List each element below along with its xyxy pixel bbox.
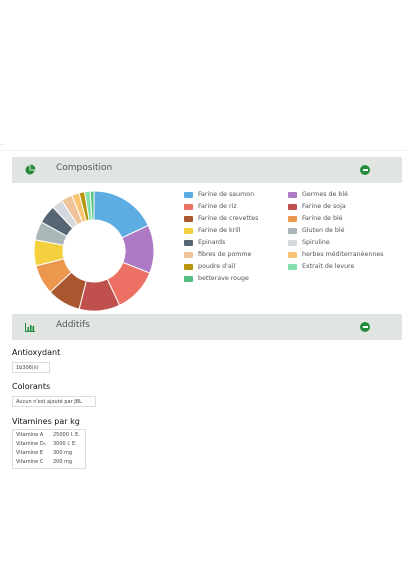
legend-label: Farine de krill — [198, 227, 241, 234]
colorants-value: Aucun n'est ajouté par JBL — [16, 399, 82, 405]
legend-swatch — [184, 204, 193, 210]
vitamines-title: Vitamines par kg — [12, 417, 80, 426]
collapse-icon[interactable] — [360, 165, 370, 175]
legend-swatch — [288, 192, 297, 198]
legend-label: Germes de blé — [302, 191, 349, 198]
vitamin-value: 3000 I. E. — [53, 441, 77, 447]
legend-swatch — [288, 264, 297, 270]
legend-label: poudre d'ail — [198, 263, 236, 270]
composition-donut-chart — [33, 190, 155, 312]
legend-swatch — [184, 228, 193, 234]
legend-label: herbes méditerranéennes — [302, 251, 384, 258]
collapse-icon[interactable] — [360, 322, 370, 332]
legend-swatch — [184, 264, 193, 270]
vitamin-value: 25000 I. E. — [53, 432, 80, 438]
vitamines-table: Vitamine A 25000 I. E. Vitamine D₃ 3000 … — [12, 429, 86, 469]
additifs-header[interactable]: Additifs — [12, 314, 402, 340]
antioxydant-value-box: 1b306(ii) — [12, 362, 50, 373]
vitamin-value: 200 mg — [53, 459, 73, 465]
legend-swatch — [288, 240, 297, 246]
composition-title: Composition — [56, 163, 113, 173]
legend-swatch — [288, 228, 297, 234]
legend-swatch — [288, 252, 297, 258]
legend-label: Farine de blé — [302, 215, 343, 222]
legend-label: Extrait de levure — [302, 263, 355, 270]
legend-swatch — [184, 276, 193, 282]
antioxydant-title: Antioxydant — [12, 348, 61, 357]
vitamin-name: Vitamine E — [16, 450, 43, 456]
legend-swatch — [184, 216, 193, 222]
donut-slice-betterave-rouge[interactable] — [89, 190, 95, 221]
colorants-value-box: Aucun n'est ajouté par JBL — [12, 396, 96, 407]
composition-header[interactable]: Composition — [12, 157, 402, 183]
breadcrumb-url: ... — [0, 141, 6, 147]
divider — [0, 150, 406, 151]
legend-swatch — [288, 216, 297, 222]
legend-swatch — [288, 204, 297, 210]
vitamin-name: Vitamine A — [16, 432, 44, 438]
legend-label: Gluten de blé — [302, 227, 345, 234]
legend-swatch — [184, 192, 193, 198]
legend-label: fibres de pomme — [198, 251, 252, 258]
legend-label: betterave rouge — [198, 275, 249, 282]
legend-label: Farine de soja — [302, 203, 346, 210]
vitamin-name: Vitamine C — [16, 459, 44, 465]
bar-chart-icon — [25, 323, 35, 332]
legend-label: Farine de riz — [198, 203, 237, 210]
antioxydant-value: 1b306(ii) — [16, 365, 39, 371]
legend-swatch — [184, 252, 193, 258]
vitamin-name: Vitamine D₃ — [16, 441, 46, 447]
legend-label: Spiruline — [302, 239, 330, 246]
pie-chart-icon — [25, 164, 36, 175]
vitamin-value: 300 mg — [53, 450, 73, 456]
legend-label: Farine de saumon — [198, 191, 255, 198]
colorants-title: Colorants — [12, 382, 51, 391]
legend-swatch — [184, 240, 193, 246]
legend-label: Farine de crevettes — [198, 215, 259, 222]
additifs-title: Additifs — [56, 320, 90, 330]
legend-label: Epinards — [198, 239, 226, 246]
